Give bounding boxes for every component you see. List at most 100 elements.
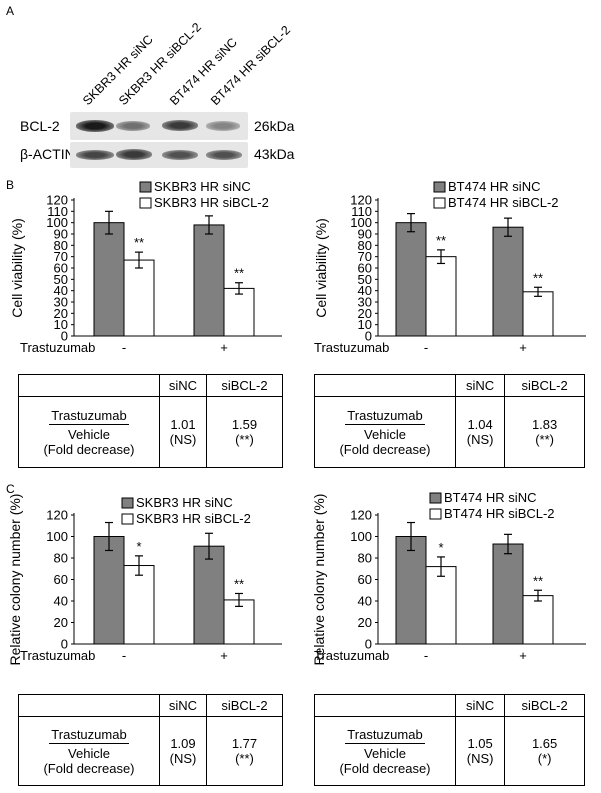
legend-swatch	[433, 181, 446, 193]
ratio-numerator: Trastuzumab	[49, 407, 129, 425]
legend-swatch	[121, 513, 134, 525]
ratio-denominator: Vehicle	[364, 426, 406, 442]
significance-marker: **	[436, 233, 446, 248]
y-tick-label: 40	[54, 283, 68, 298]
panel-label-c: C	[6, 482, 15, 496]
y-tick-label: 30	[358, 295, 372, 310]
x-category-label: -	[424, 340, 428, 355]
ratio-value-cell: 1.65 (*)	[504, 716, 585, 786]
ratio-label-cell: Trastuzumab Vehicle (Fold decrease)	[18, 716, 160, 786]
table-header-sibcl2: siBCL-2	[504, 374, 585, 397]
bar	[93, 222, 125, 337]
y-tick-label: 110	[47, 204, 68, 219]
legend-swatch	[429, 492, 442, 504]
blot-band	[76, 120, 114, 132]
y-tick-label: 120	[350, 508, 372, 523]
ratio-value-cell: 1.09 (NS)	[159, 716, 207, 786]
ratio-value: 1.09	[170, 736, 196, 751]
significance-marker: *	[136, 539, 141, 554]
ratio-note: (Fold decrease)	[43, 760, 135, 776]
significance-label: (**)	[535, 432, 554, 447]
x-category-label: -	[122, 648, 126, 663]
y-tick-label: 40	[358, 283, 372, 298]
ratio-value-cell: 1.77 (**)	[205, 716, 284, 786]
legend-label: SKBR3 HR siBCL-2	[136, 511, 251, 526]
blot-band	[206, 121, 240, 131]
bar	[193, 224, 225, 337]
y-tick-label: 110	[351, 204, 372, 219]
bar	[395, 222, 427, 337]
ratio-numerator: Trastuzumab	[49, 726, 129, 744]
y-tick-label: 60	[54, 261, 68, 276]
table-header-sinc: siNC	[159, 694, 207, 717]
legend-swatch	[139, 181, 152, 193]
significance-label: (*)	[537, 751, 552, 766]
ratio-label-cell: Trastuzumab Vehicle (Fold decrease)	[314, 716, 456, 786]
x-axis-prefix-label: Trastuzumab	[20, 648, 95, 663]
bar	[522, 595, 554, 645]
significance-marker: **	[533, 573, 543, 588]
significance-marker: *	[438, 540, 443, 555]
y-tick-label: 60	[358, 572, 372, 587]
x-category-label: +	[519, 340, 527, 355]
y-tick-label: 50	[54, 272, 68, 287]
table-corner-cell	[314, 374, 456, 397]
table-corner-cell	[18, 374, 160, 397]
significance-label: (NS)	[169, 432, 197, 447]
kda-label: 43kDa	[254, 146, 295, 162]
bar	[522, 291, 554, 337]
ratio-value: 1.01	[170, 417, 196, 432]
bar	[223, 287, 255, 337]
ratio-denominator: Vehicle	[68, 745, 110, 761]
table-corner-cell	[18, 694, 160, 717]
blot-band	[206, 150, 242, 160]
ratio-numerator: Trastuzumab	[345, 726, 425, 744]
legend-label: BT474 HR siBCL-2	[448, 195, 559, 210]
y-tick-label: 90	[54, 227, 68, 242]
x-category-label: +	[220, 340, 228, 355]
panel-label-b: B	[6, 178, 15, 192]
legend-label: SKBR3 HR siBCL-2	[154, 195, 269, 210]
ratio-denominator: Vehicle	[68, 426, 110, 442]
legend-label: SKBR3 HR siNC	[136, 495, 233, 510]
significance-marker: **	[234, 576, 244, 591]
ratio-table-c-right: siNC siBCL-2 Trastuzumab Vehicle (Fold d…	[314, 694, 585, 786]
y-tick-label: 20	[358, 615, 372, 630]
y-tick-label: 20	[54, 615, 68, 630]
bar	[492, 226, 524, 337]
ratio-table-c-left: siNC siBCL-2 Trastuzumab Vehicle (Fold d…	[18, 694, 284, 786]
ratio-value: 1.05	[467, 736, 493, 751]
bar	[425, 566, 457, 645]
table-header-sibcl2: siBCL-2	[205, 374, 284, 397]
legend-swatch	[429, 508, 442, 520]
legend-label: BT474 HR siBCL-2	[444, 506, 555, 521]
legend-label: BT474 HR siNC	[448, 179, 540, 194]
x-category-label: -	[122, 340, 126, 355]
y-tick-label: 0	[61, 329, 68, 344]
ratio-value-cell: 1.05 (NS)	[454, 716, 506, 786]
bar	[395, 536, 427, 645]
y-tick-label: 70	[54, 249, 68, 264]
x-axis-prefix-label: Trastuzumab	[20, 340, 95, 355]
table-header-sinc: siNC	[454, 694, 506, 717]
bar	[492, 543, 524, 645]
significance-label: (NS)	[466, 751, 494, 766]
legend-label: BT474 HR siNC	[444, 490, 536, 505]
ratio-note: (Fold decrease)	[339, 441, 431, 457]
significance-marker: **	[134, 235, 144, 250]
y-tick-label: 80	[54, 238, 68, 253]
y-tick-label: 80	[358, 238, 372, 253]
x-category-label: +	[220, 648, 228, 663]
y-axis-label: Relative colony number (%)	[7, 494, 23, 666]
blot-band	[162, 150, 198, 160]
blot-band	[76, 150, 114, 160]
bar	[123, 565, 155, 645]
significance-label: (**)	[235, 751, 254, 766]
y-tick-label: 60	[54, 572, 68, 587]
blot-strip-bcl2	[70, 112, 248, 140]
blot-band	[116, 149, 152, 160]
table-header-sibcl2: siBCL-2	[504, 694, 585, 717]
significance-label: (NS)	[466, 432, 494, 447]
bar	[93, 536, 125, 645]
ratio-value-cell: 1.59 (**)	[205, 396, 284, 468]
